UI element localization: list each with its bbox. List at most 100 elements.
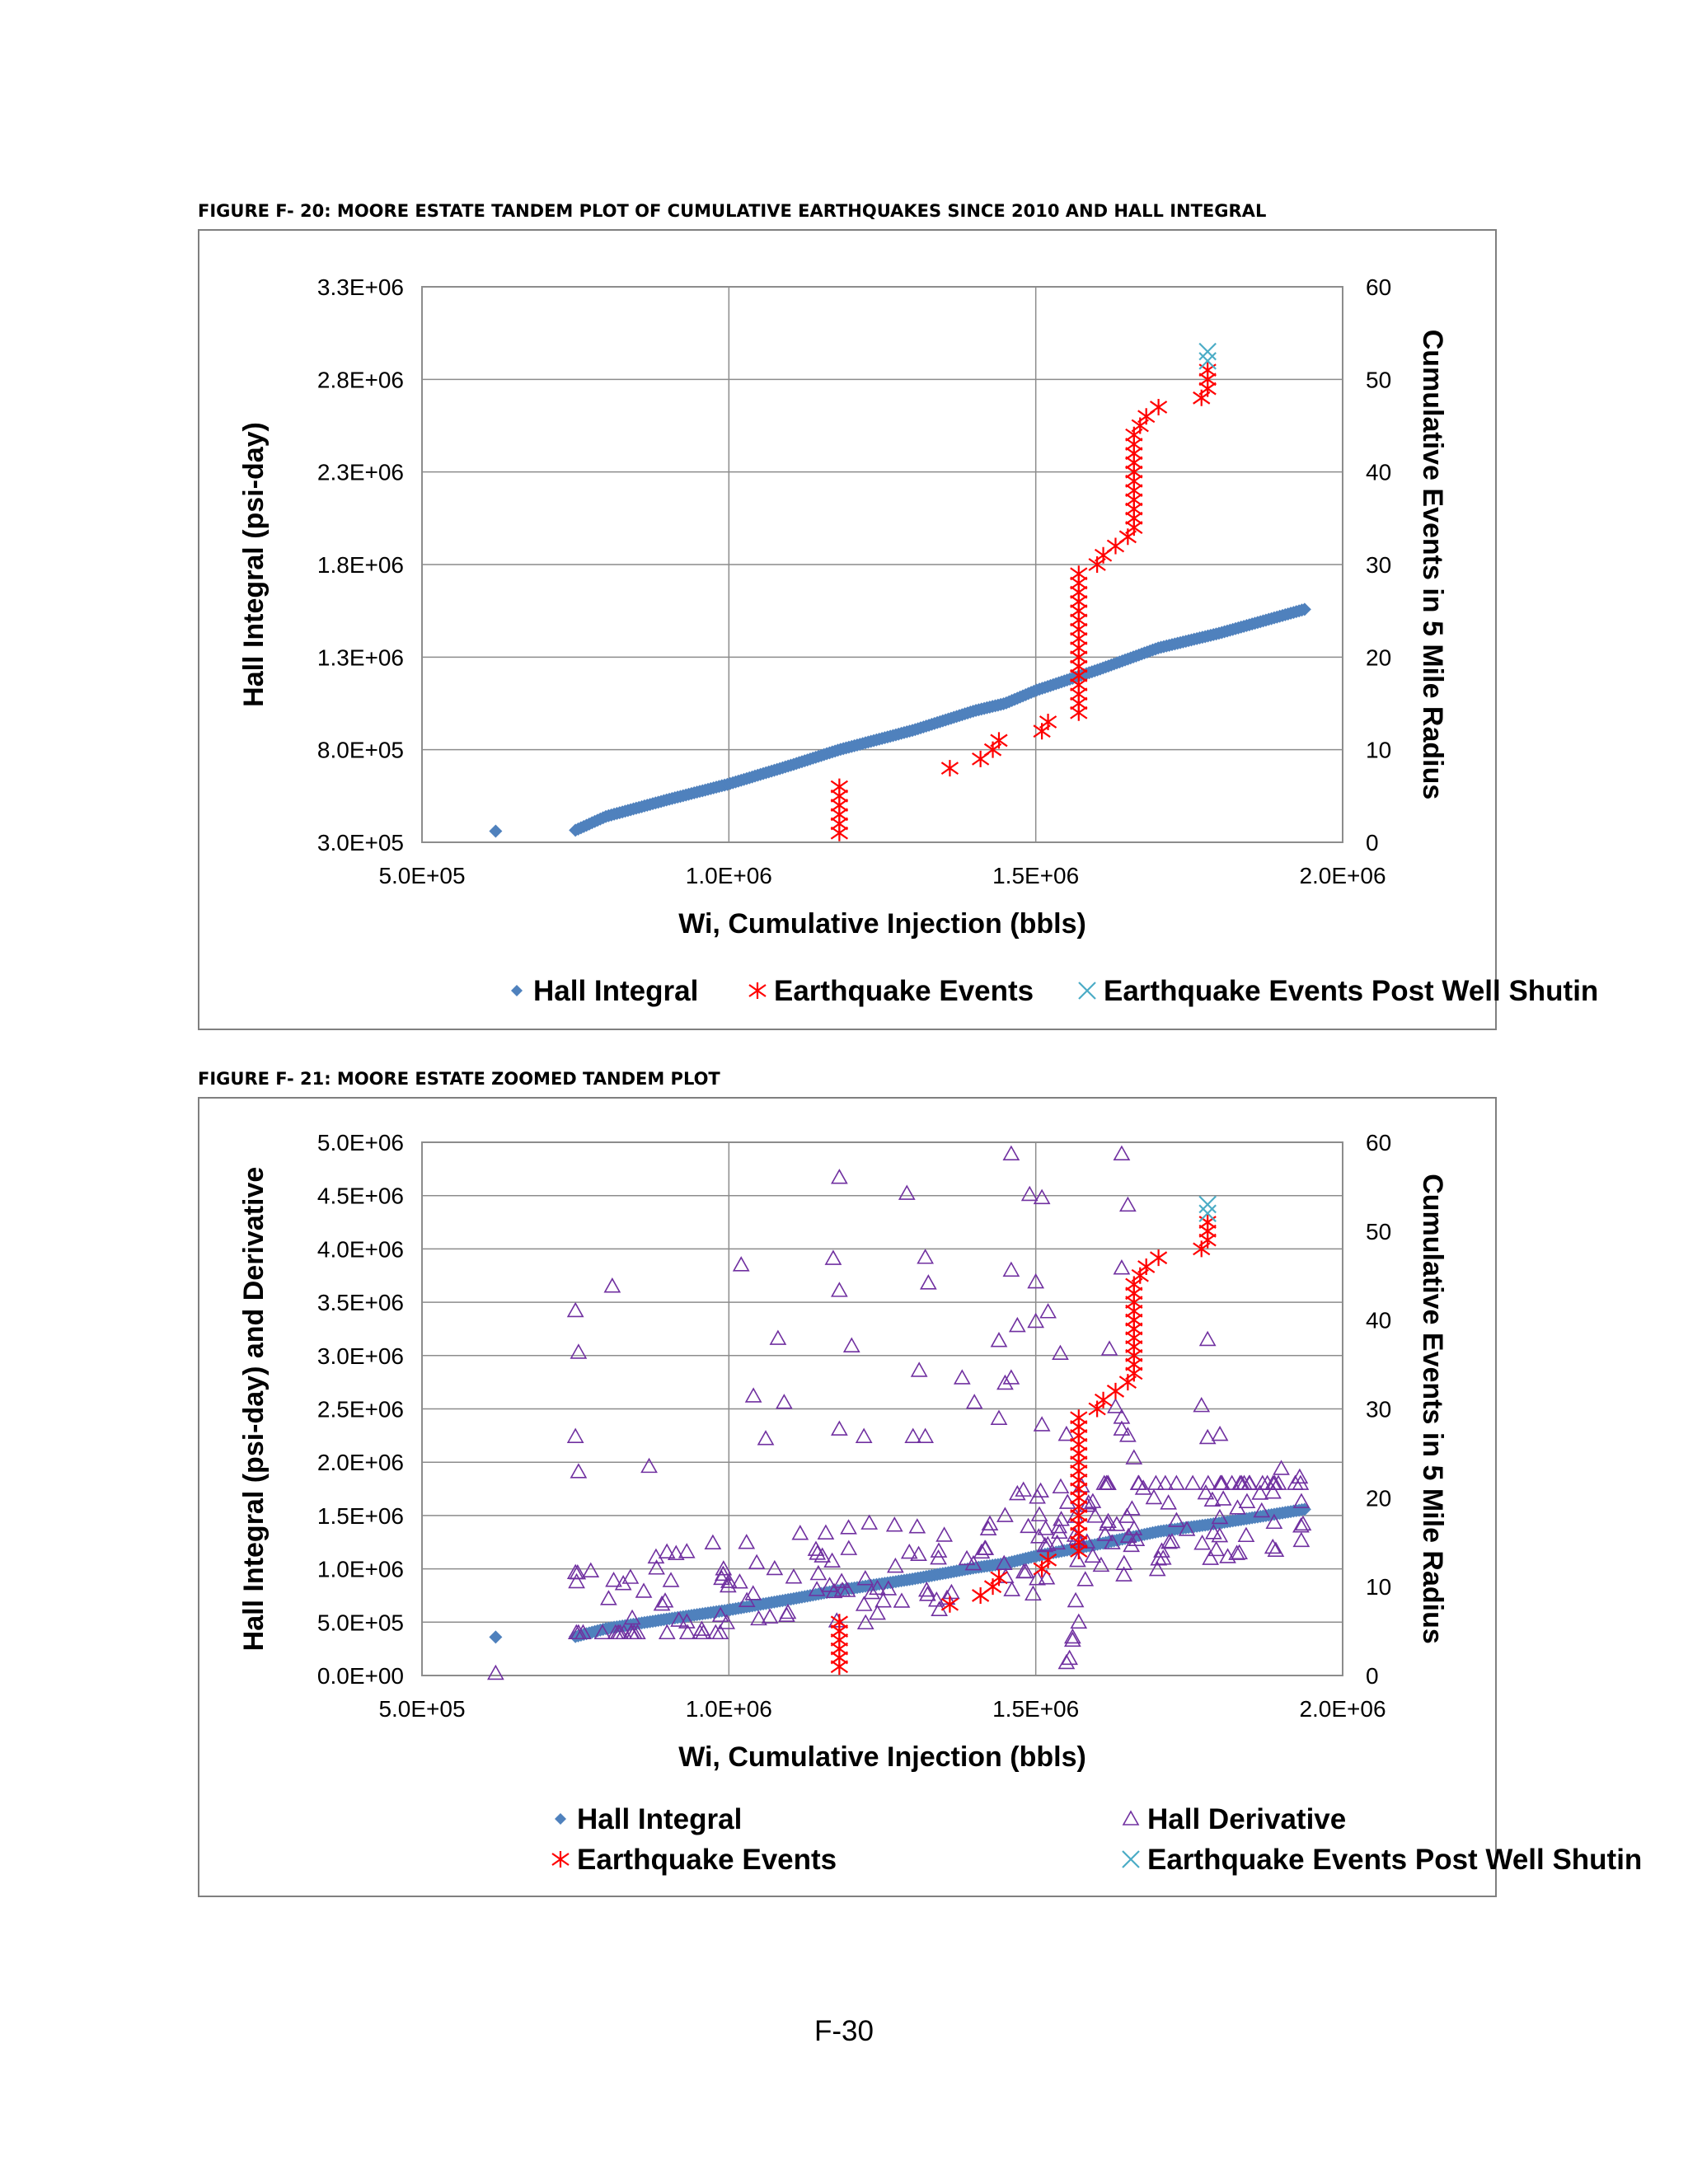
hall-derivative-point (996, 1507, 1014, 1522)
hall-derivative-point (1273, 1460, 1290, 1475)
hall-derivative-point (990, 1332, 1008, 1347)
earthquake-event-point (940, 760, 959, 777)
hall-derivative-point (667, 1544, 685, 1560)
figure-20-caption: FIGURE F- 20: MOORE ESTATE TANDEM PLOT O… (198, 201, 1267, 221)
x-tick-label: 2.0E+06 (1299, 863, 1386, 888)
hall-derivative-point (761, 1608, 779, 1624)
hall-derivative-point (678, 1624, 696, 1640)
series-earthquake-events (830, 1214, 1217, 1675)
hall-derivative-point (1193, 1535, 1211, 1550)
x-tick-label: 1.5E+06 (992, 863, 1079, 888)
hall-derivative-point (711, 1624, 729, 1640)
hall-derivative-point (1236, 1474, 1253, 1490)
hall-derivative-point (1033, 1188, 1051, 1205)
hall-derivative-point (1113, 1145, 1131, 1161)
hall-derivative-point (1211, 1508, 1229, 1525)
hall-derivative-point (1098, 1474, 1115, 1490)
hall-derivative-point (990, 1409, 1008, 1425)
y2-tick-label: 50 (1366, 367, 1391, 392)
hall-derivative-point (910, 1545, 927, 1562)
hall-derivative-point (1003, 1581, 1021, 1596)
hall-derivative-point (1198, 1330, 1217, 1347)
hall-derivative-point (732, 1256, 750, 1272)
hall-derivative-point (1264, 1538, 1282, 1554)
hall-derivative-point (1184, 1474, 1202, 1490)
hall-derivative-point (1228, 1544, 1245, 1560)
hall-derivative-point (738, 1534, 756, 1549)
earthquake-event-point (1149, 1249, 1168, 1267)
series-hall-integral (489, 602, 1311, 838)
hall-derivative-point (711, 1606, 729, 1622)
y2-axis-title: Cumulative Events in 5 Mile Radius (1417, 1174, 1448, 1644)
hall-derivative-point (605, 1572, 622, 1587)
hall-derivative-point (1163, 1533, 1181, 1549)
hall-derivative-point (1108, 1516, 1126, 1531)
hall-derivative-point (757, 1430, 775, 1446)
hall-derivative-point (824, 1249, 842, 1265)
hall-derivative-point (1030, 1506, 1048, 1521)
hall-derivative-point (621, 1568, 640, 1584)
hall-derivative-point (1002, 1261, 1020, 1277)
hall-derivative-point (874, 1592, 892, 1608)
hall-derivative-point (1107, 1398, 1124, 1413)
hall-derivative-point (714, 1565, 732, 1582)
series-earthquake-events-post-well-shutin (1198, 1195, 1217, 1223)
legend-label: Hall Derivative (1147, 1803, 1346, 1835)
hall-derivative-point (1212, 1474, 1230, 1490)
hall-derivative-point (1039, 1303, 1057, 1319)
hall-derivative-point (748, 1554, 766, 1570)
hall-derivative-point (1050, 1523, 1068, 1540)
hall-derivative-point (1193, 1396, 1211, 1413)
plot-area-border (421, 1141, 1343, 1676)
hall-derivative-point (704, 1534, 722, 1550)
y-tick-label: 5.0E+06 (317, 1130, 404, 1155)
hall-derivative-point (640, 1457, 658, 1474)
hall-derivative-point (1027, 1312, 1045, 1329)
series-earthquake-events-post-well-shutin (1198, 342, 1217, 370)
hall-derivative-point (842, 1337, 860, 1352)
hall-derivative-point (1067, 1591, 1085, 1608)
hall-derivative-point (662, 1572, 680, 1587)
hall-derivative-point (855, 1427, 873, 1443)
earthquake-event-point (940, 1596, 959, 1613)
y-tick-label: 3.5E+06 (317, 1290, 404, 1315)
series-earthquake-events (830, 362, 1217, 841)
hall-derivative-point (1037, 1520, 1054, 1535)
figure-21-caption: FIGURE F- 21: MOORE ESTATE ZOOMED TANDEM… (198, 1069, 720, 1089)
y-tick-label: 4.0E+06 (317, 1236, 404, 1262)
hall-derivative-point (1084, 1493, 1102, 1508)
figure-21-chart-panel: 5.0E+05 1.0E+06 1.5E+06 2.0E+06 0.0E+00 5.0E+… (198, 1097, 1642, 1897)
hall-derivative-point (1119, 1196, 1137, 1212)
hall-derivative-point (600, 1590, 617, 1605)
y-tick-label: 3.3E+06 (317, 274, 404, 300)
x-tick-label: 1.0E+06 (686, 1696, 772, 1722)
y-tick-label: 5.0E+05 (317, 1610, 404, 1635)
hall-derivative-point (809, 1564, 828, 1581)
earthquake-event-point (1070, 1409, 1088, 1427)
y2-tick-label: 10 (1366, 738, 1391, 763)
hall-integral-point (489, 824, 503, 838)
hall-derivative-point (1197, 1483, 1215, 1500)
legend-label: Earthquake Events Post Well Shutin (1147, 1844, 1642, 1876)
y-tick-label: 3.0E+06 (317, 1343, 404, 1369)
hall-derivative-point (1029, 1488, 1046, 1504)
legend-marker (555, 1813, 566, 1825)
hall-derivative-point (1113, 1408, 1131, 1424)
hall-derivative-point (566, 1301, 584, 1318)
hall-derivative-point (1199, 1474, 1217, 1490)
hall-derivative-point (1167, 1474, 1185, 1490)
hall-derivative-point (918, 1586, 936, 1601)
hall-derivative-point (917, 1249, 934, 1264)
hall-derivative-point (1156, 1474, 1175, 1490)
hall-derivative-point (831, 1169, 848, 1184)
y-tick-label: 3.0E+05 (317, 830, 404, 855)
legend-marker (1122, 1850, 1140, 1868)
hall-derivative-point (885, 1516, 903, 1532)
legend-marker (511, 985, 523, 996)
post-shutin-event-point (1198, 352, 1217, 370)
hall-derivative-point (1238, 1493, 1256, 1508)
hall-derivative-point (1052, 1344, 1069, 1361)
series-hall-integral (489, 1502, 1311, 1644)
hall-derivative-point (1292, 1493, 1311, 1508)
hall-derivative-point (658, 1624, 676, 1640)
